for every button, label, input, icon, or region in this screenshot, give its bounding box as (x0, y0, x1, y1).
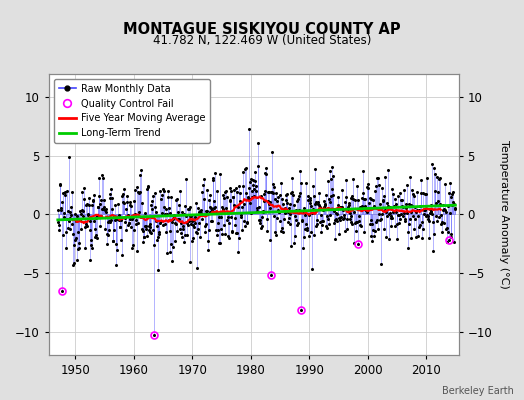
Y-axis label: Temperature Anomaly (°C): Temperature Anomaly (°C) (499, 140, 509, 289)
Text: 41.782 N, 122.469 W (United States): 41.782 N, 122.469 W (United States) (153, 34, 371, 47)
Text: MONTAGUE SISKIYOU COUNTY AP: MONTAGUE SISKIYOU COUNTY AP (123, 22, 401, 37)
Legend: Raw Monthly Data, Quality Control Fail, Five Year Moving Average, Long-Term Tren: Raw Monthly Data, Quality Control Fail, … (53, 79, 210, 143)
Text: Berkeley Earth: Berkeley Earth (442, 386, 514, 396)
